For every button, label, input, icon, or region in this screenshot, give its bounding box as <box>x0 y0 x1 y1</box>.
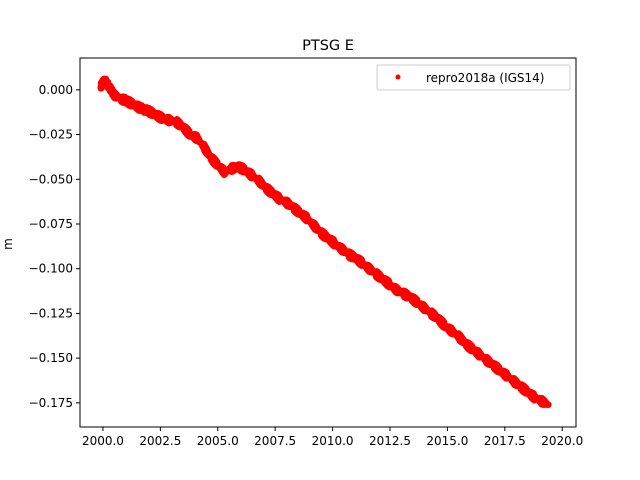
axes-frame <box>79 57 577 428</box>
legend-box <box>376 64 571 91</box>
y-tick-label: −0.150 <box>29 351 73 365</box>
x-tick-label: 2002.5 <box>139 434 181 448</box>
y-tick-label: −0.125 <box>29 306 73 320</box>
x-axis-ticks: 2000.0 2002.5 2005.0 2007.5 2010.0 2012.5 2015… <box>82 427 583 448</box>
x-tick-label: 2017.5 <box>484 434 526 448</box>
y-tick-label: −0.175 <box>29 396 73 410</box>
y-tick-label: −0.050 <box>29 172 73 186</box>
plot-area <box>97 75 552 409</box>
x-tick-label: 2005.0 <box>197 434 239 448</box>
y-axis-ticks: 0.000 −0.025 −0.050 −0.075 −0.100 −0.125 −0.15… <box>29 83 80 410</box>
data-point <box>545 401 552 408</box>
legend-label: repro2018a (IGS14) <box>426 71 544 85</box>
y-tick-label: −0.025 <box>29 128 73 142</box>
legend: repro2018a (IGS14) <box>376 64 571 91</box>
x-tick-label: 2015.0 <box>426 434 468 448</box>
y-axis-label: m <box>1 238 15 250</box>
y-tick-label: −0.100 <box>29 262 73 276</box>
x-tick-label: 2007.5 <box>254 434 296 448</box>
x-tick-label: 2000.0 <box>82 434 124 448</box>
y-tick-label: −0.075 <box>29 217 73 231</box>
legend-marker <box>395 74 401 80</box>
y-tick-label: 0.000 <box>39 83 73 97</box>
x-tick-label: 2020.0 <box>541 434 583 448</box>
x-tick-label: 2012.5 <box>369 434 411 448</box>
x-tick-label: 2010.0 <box>312 434 354 448</box>
chart-title: PTSG E <box>302 38 354 54</box>
